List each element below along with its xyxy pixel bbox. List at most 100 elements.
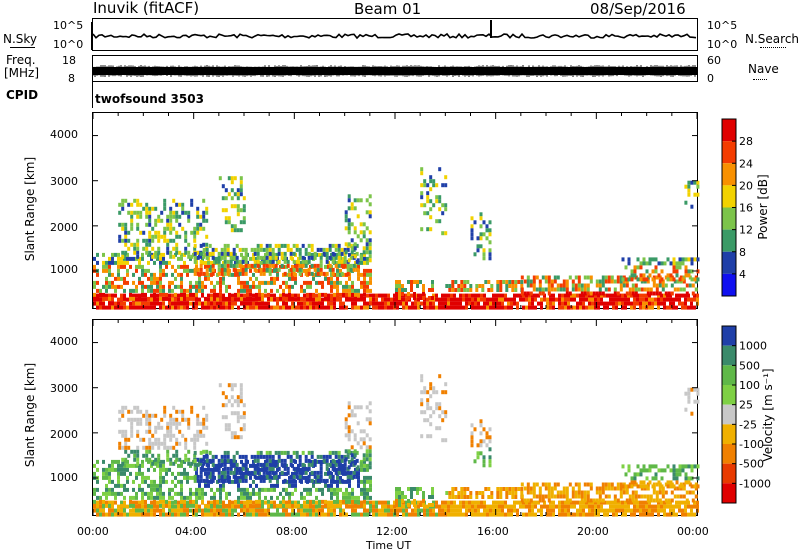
velocity-cell: [426, 402, 430, 407]
power-cell: [145, 238, 149, 243]
power-cell: [522, 305, 525, 310]
velocity-cell: [244, 474, 248, 479]
power-cell: [207, 305, 210, 310]
power-cell: [483, 297, 486, 302]
velocity-cell: [423, 512, 426, 517]
velocity-cell: [130, 429, 134, 434]
power-cell: [360, 272, 363, 277]
power-cell: [307, 259, 311, 264]
velocity-cell: [568, 498, 572, 503]
power-cell: [607, 287, 611, 292]
velocity-cell: [129, 471, 132, 476]
power-cell: [435, 199, 439, 204]
velocity-cell: [133, 453, 137, 458]
power-cell: [261, 301, 264, 306]
velocity-cell: [252, 459, 255, 464]
power-cell: [207, 301, 210, 306]
velocity-cell: [148, 441, 152, 446]
velocity-cell: [174, 491, 177, 496]
velocity-cell: [474, 500, 477, 505]
velocity-cell: [126, 459, 129, 464]
power-cell: [177, 293, 180, 298]
power-cell: [148, 242, 152, 247]
power-cell: [277, 267, 281, 272]
velocity-cell: [328, 450, 332, 455]
power-cell: [117, 297, 120, 302]
velocity-cell: [444, 414, 448, 419]
power-cell: [687, 180, 691, 185]
power-cell: [531, 297, 534, 302]
velocity-cell: [343, 466, 347, 471]
velocity-cell: [679, 486, 683, 491]
power-cell: [498, 301, 501, 306]
velocity-cell: [145, 457, 149, 462]
power-cell: [282, 288, 285, 293]
velocity-cell: [483, 512, 486, 517]
velocity-cell: [384, 508, 387, 513]
power-cell: [124, 242, 128, 247]
velocity-cell: [351, 459, 354, 464]
velocity-cell: [486, 512, 489, 517]
velocity-cell: [488, 459, 492, 464]
power-cell: [482, 248, 486, 253]
velocity-cell: [624, 512, 627, 517]
power-cell: [237, 288, 240, 293]
power-cell: [678, 261, 682, 266]
velocity-cell: [123, 487, 126, 492]
velocity-cell: [331, 474, 335, 479]
power-cell: [186, 305, 189, 310]
power-cell: [184, 230, 188, 235]
velocity-cell: [162, 495, 165, 500]
velocity-cell: [642, 500, 645, 505]
velocity-cell: [270, 512, 273, 517]
velocity-cell: [277, 458, 281, 463]
power-cell: [243, 301, 246, 306]
power-cell: [228, 284, 231, 289]
velocity-cell: [171, 512, 174, 517]
velocity-cell: [108, 500, 111, 505]
power-cell: [531, 305, 534, 310]
velocity-cell: [634, 482, 638, 487]
velocity-cell: [144, 479, 147, 484]
power-cell: [681, 301, 684, 306]
power-cell: [624, 293, 627, 298]
power-colorbar-tick-label: 16: [739, 202, 753, 215]
power-cell: [141, 264, 144, 269]
power-cell: [190, 230, 194, 235]
power-cell: [360, 280, 363, 285]
power-cell: [265, 247, 269, 252]
power-cell: [538, 283, 542, 288]
power-cell: [280, 243, 284, 248]
power-cell: [222, 296, 225, 301]
power-cell: [474, 293, 477, 298]
power-cell: [499, 284, 503, 288]
velocity-cell: [298, 470, 302, 475]
power-cell: [333, 256, 336, 261]
velocity-cell: [120, 483, 123, 488]
velocity-cell: [327, 500, 330, 505]
power-cell: [684, 200, 688, 205]
velocity-cell: [594, 512, 597, 517]
velocity-cell: [543, 500, 546, 505]
power-cell: [634, 291, 638, 296]
power-cell: [239, 228, 243, 233]
power-cell: [99, 301, 102, 306]
velocity-cell: [684, 512, 687, 517]
power-cell: [171, 280, 174, 285]
power-cell: [328, 255, 332, 260]
power-cell: [285, 301, 288, 306]
velocity-cell: [120, 503, 123, 508]
power-cell: [252, 256, 255, 261]
velocity-cell: [273, 487, 276, 492]
power-cell: [441, 203, 445, 208]
power-cell: [438, 199, 442, 204]
power-cell: [567, 301, 570, 306]
power-cell: [366, 256, 369, 261]
power-cell: [255, 305, 258, 310]
power-cell: [353, 254, 357, 259]
power-cell: [594, 293, 597, 298]
power-cell: [426, 227, 430, 232]
velocity-cell: [162, 512, 165, 517]
power-cell: [132, 272, 135, 277]
velocity-cell: [135, 504, 138, 509]
